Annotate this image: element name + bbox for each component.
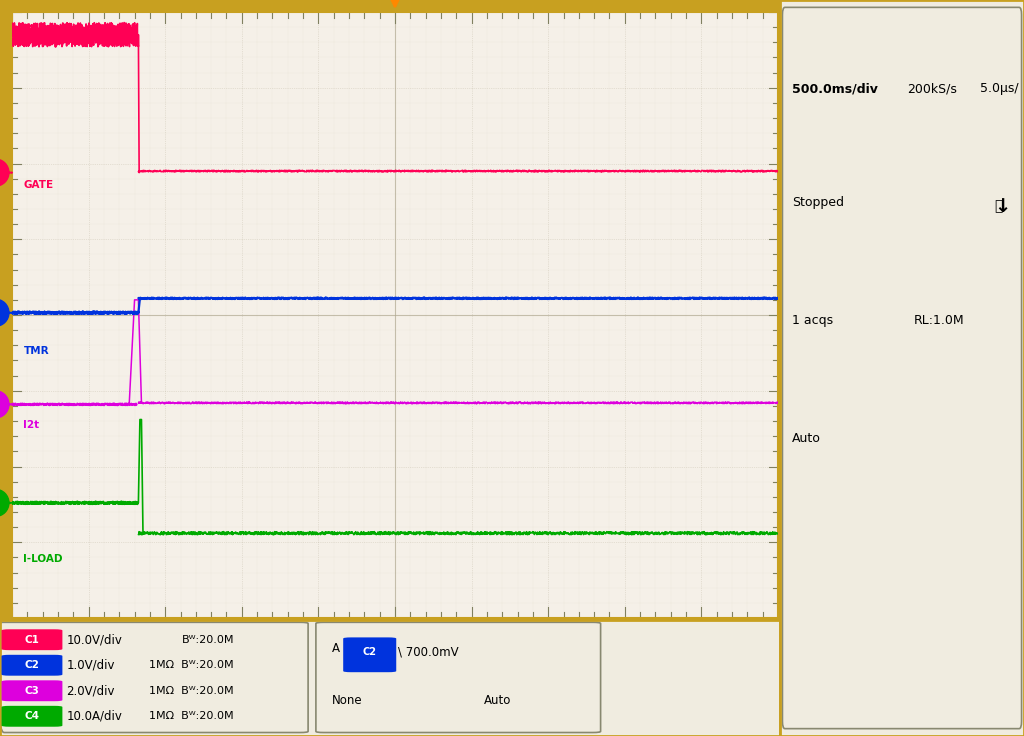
Text: ↓: ↓ (994, 197, 1011, 216)
Text: 5.0μs/: 5.0μs/ (980, 82, 1019, 95)
Text: A: A (332, 643, 340, 656)
Circle shape (0, 159, 9, 186)
Text: \ 700.0mV: \ 700.0mV (397, 646, 459, 659)
Text: 200kS/s: 200kS/s (907, 82, 956, 95)
FancyBboxPatch shape (2, 629, 62, 650)
Text: Bᵂ:20.0M: Bᵂ:20.0M (181, 634, 234, 645)
Text: C1: C1 (25, 634, 39, 645)
Text: TMR: TMR (24, 347, 49, 356)
Text: I2t: I2t (24, 420, 40, 430)
Text: I-LOAD: I-LOAD (24, 554, 63, 564)
Text: 1 acqs: 1 acqs (793, 314, 834, 327)
Text: 1MΩ  Bᵂ:20.0M: 1MΩ Bᵂ:20.0M (150, 660, 234, 670)
Text: 🌡: 🌡 (994, 199, 1004, 213)
Text: None: None (332, 693, 362, 707)
FancyBboxPatch shape (2, 655, 62, 676)
Text: Auto: Auto (793, 431, 821, 445)
Circle shape (0, 391, 9, 418)
Text: 2.0V/div: 2.0V/div (67, 684, 115, 697)
Text: Stopped: Stopped (793, 196, 844, 209)
Text: Auto: Auto (483, 693, 511, 707)
Circle shape (0, 489, 9, 517)
Text: RL:1.0M: RL:1.0M (914, 314, 965, 327)
Text: GATE: GATE (24, 180, 53, 190)
Text: 10.0A/div: 10.0A/div (67, 710, 122, 723)
Text: C4: C4 (25, 711, 40, 721)
Text: 1MΩ  Bᵂ:20.0M: 1MΩ Bᵂ:20.0M (150, 686, 234, 696)
Text: 1.0V/div: 1.0V/div (67, 659, 115, 672)
FancyBboxPatch shape (2, 680, 62, 701)
FancyBboxPatch shape (2, 706, 62, 726)
Text: 500.0ms/div: 500.0ms/div (793, 82, 878, 95)
FancyBboxPatch shape (343, 637, 396, 672)
Text: C2: C2 (362, 648, 377, 657)
Text: C2: C2 (25, 660, 39, 670)
Text: ◄: ◄ (782, 291, 794, 306)
Text: 10.0V/div: 10.0V/div (67, 633, 122, 646)
Text: C3: C3 (25, 686, 39, 696)
Text: 1MΩ  Bᵂ:20.0M: 1MΩ Bᵂ:20.0M (150, 711, 234, 721)
Circle shape (0, 299, 9, 326)
